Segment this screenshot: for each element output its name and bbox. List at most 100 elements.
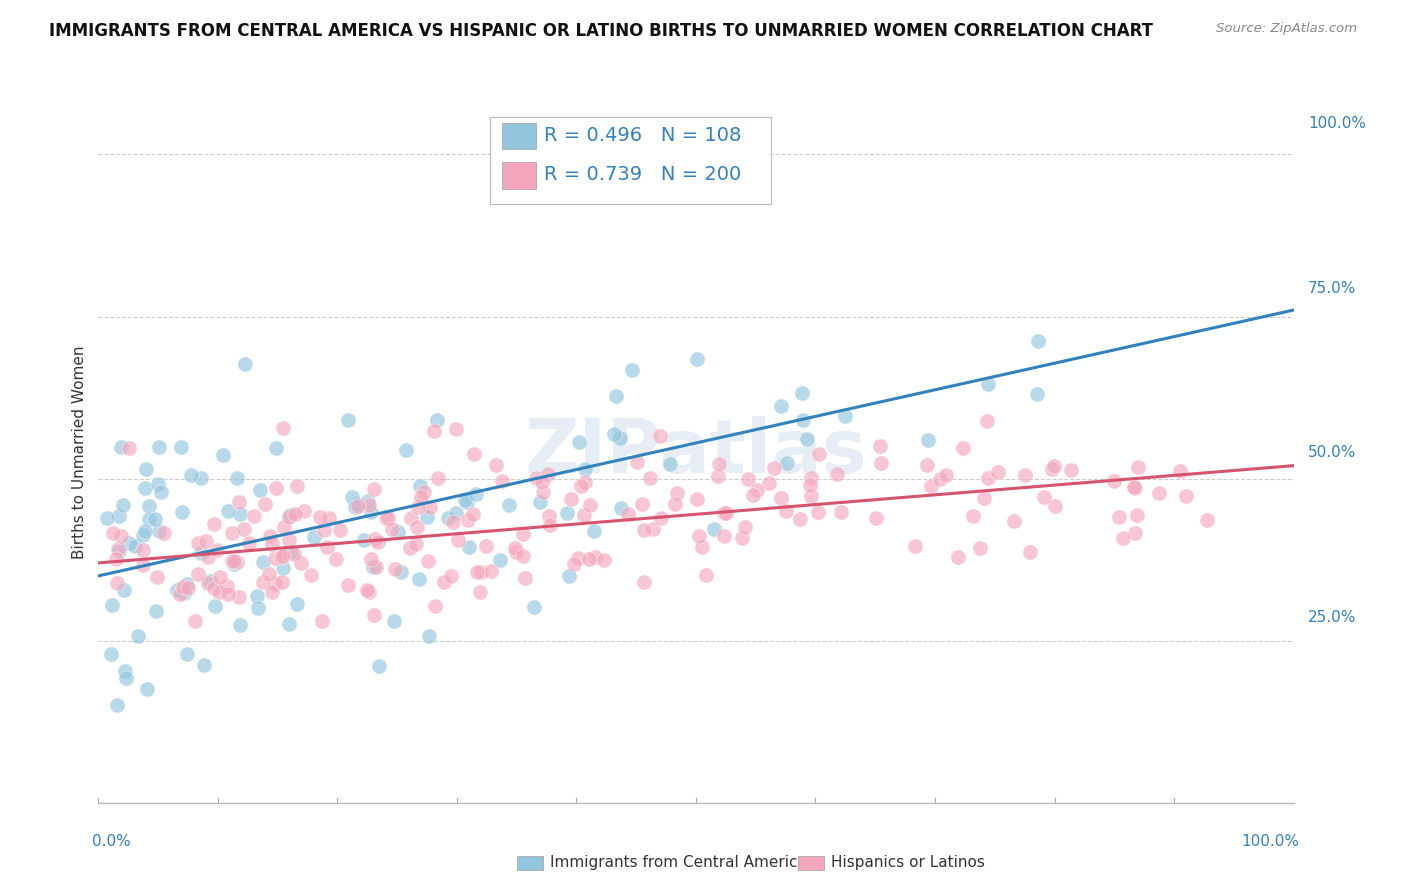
Point (807, 505, 830, 519)
Point (626, 454, 648, 468)
Point (264, 481, 287, 495)
Point (969, 541, 991, 555)
Point (917, 434, 939, 448)
Point (427, 471, 450, 485)
Point (830, 505, 852, 519)
Point (650, 510, 672, 524)
Point (1059, 463, 1081, 477)
Point (382, 614, 405, 628)
Point (1025, 386, 1047, 401)
Point (713, 529, 735, 543)
Text: 25.0%: 25.0% (1308, 610, 1357, 624)
Point (870, 456, 893, 470)
Point (172, 580, 194, 594)
Point (172, 505, 194, 519)
Point (505, 545, 527, 559)
Point (1122, 480, 1144, 494)
Point (537, 467, 560, 481)
Point (531, 484, 554, 499)
Point (574, 475, 596, 490)
Point (775, 504, 797, 518)
Point (343, 500, 366, 514)
Point (406, 519, 429, 533)
Point (742, 488, 765, 502)
FancyBboxPatch shape (491, 117, 772, 204)
Text: 50.0%: 50.0% (1308, 445, 1357, 460)
Point (1104, 474, 1126, 488)
Point (423, 424, 446, 438)
Point (737, 472, 759, 486)
Point (143, 512, 166, 526)
Point (808, 447, 831, 461)
Point (583, 550, 606, 565)
Point (503, 541, 526, 555)
FancyBboxPatch shape (517, 856, 543, 870)
Point (205, 543, 228, 558)
Point (257, 567, 280, 582)
Point (221, 526, 243, 541)
Point (799, 478, 821, 492)
Text: 100.0%: 100.0% (1308, 116, 1365, 131)
Point (605, 389, 627, 403)
Point (111, 498, 134, 512)
Point (145, 604, 167, 618)
Point (284, 508, 307, 522)
Point (973, 491, 995, 505)
Point (150, 484, 173, 499)
Text: Hispanics or Latinos: Hispanics or Latinos (831, 855, 984, 870)
Point (1123, 525, 1146, 540)
Point (1040, 461, 1063, 475)
Point (118, 441, 141, 455)
Point (292, 504, 315, 518)
Point (538, 517, 561, 532)
Point (409, 479, 432, 493)
Point (948, 549, 970, 564)
Text: 75.0%: 75.0% (1308, 281, 1357, 295)
Point (318, 511, 340, 525)
Point (187, 536, 209, 550)
Point (285, 479, 308, 493)
Point (360, 552, 382, 566)
Point (617, 507, 640, 521)
Text: Source: ZipAtlas.com: Source: ZipAtlas.com (1216, 22, 1357, 36)
Point (197, 549, 219, 564)
Point (195, 534, 218, 549)
Point (260, 585, 283, 599)
Point (631, 498, 654, 512)
Point (190, 471, 212, 485)
Point (169, 586, 191, 600)
Point (1108, 510, 1130, 524)
Point (834, 409, 856, 423)
Point (166, 583, 188, 598)
Y-axis label: Births to Unmarried Women: Births to Unmarried Women (72, 346, 87, 559)
Text: IMMIGRANTS FROM CENTRAL AMERICA VS HISPANIC OR LATINO BIRTHS TO UNMARRIED WOMEN : IMMIGRANTS FROM CENTRAL AMERICA VS HISPA… (49, 22, 1153, 40)
Point (285, 597, 308, 611)
Point (340, 491, 363, 505)
Point (555, 507, 578, 521)
Point (406, 500, 429, 514)
Point (176, 647, 198, 661)
Point (222, 557, 245, 571)
Point (395, 443, 418, 458)
Point (226, 471, 249, 485)
Point (353, 533, 375, 547)
Point (686, 491, 709, 506)
Point (609, 431, 631, 445)
Point (904, 539, 927, 553)
Point (229, 617, 252, 632)
Point (228, 590, 250, 604)
Point (643, 522, 665, 536)
Point (146, 570, 169, 584)
Point (1043, 458, 1066, 473)
Point (108, 508, 131, 523)
Point (405, 537, 427, 551)
Point (115, 671, 138, 685)
Point (1032, 490, 1054, 504)
Point (148, 476, 170, 491)
Point (952, 441, 974, 455)
Point (418, 554, 440, 568)
Point (567, 550, 589, 565)
Point (1026, 334, 1049, 349)
Point (190, 546, 212, 560)
Point (222, 554, 245, 568)
